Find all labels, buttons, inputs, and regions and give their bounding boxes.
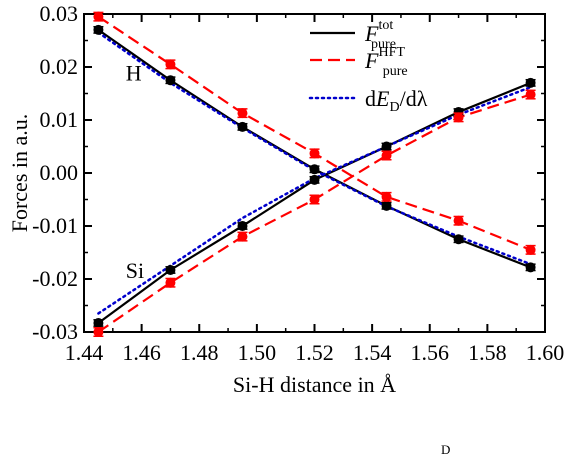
data-point-si-tot	[237, 221, 248, 231]
y-tick-label: 0.03	[40, 1, 79, 26]
data-point-h-tot	[453, 234, 464, 245]
data-point-si-hft	[525, 89, 536, 100]
data-point-h-tot	[93, 24, 104, 35]
series-layer	[97, 15, 532, 333]
x-tick-label: 1.46	[122, 340, 161, 365]
data-point-si-hft	[93, 327, 104, 337]
y-tick-label: 0.00	[40, 160, 79, 185]
data-point-h-hft	[93, 11, 104, 22]
x-tick-label: 1.44	[65, 340, 104, 365]
data-point-h-tot	[525, 262, 536, 273]
atom-label-h: H	[126, 60, 142, 85]
data-point-h-hft	[453, 215, 464, 226]
y-axis-title: Forces in a.u.	[7, 114, 32, 233]
tick-labels: 1.44 1.46 1.48 1.50 1.52 1.54 1.56 1.58 1.60 -0.0…	[32, 1, 564, 365]
data-point-si-tot	[165, 264, 176, 275]
data-point-h-hft	[165, 59, 176, 70]
y-tick-label: -0.01	[32, 213, 78, 238]
series-line-si-hft	[97, 93, 531, 333]
data-point-h-tot	[381, 200, 392, 211]
y-tick-label: 0.01	[40, 107, 79, 132]
x-axis-title: Si-H distance in Å	[233, 372, 396, 397]
data-point-si-hft	[165, 277, 176, 288]
x-tick-label: 1.58	[468, 340, 507, 365]
data-point-si-hft	[309, 194, 320, 205]
y-tick-label: 0.02	[40, 54, 79, 79]
data-point-si-hft	[381, 150, 392, 161]
data-point-h-hft	[381, 191, 392, 202]
points-layer	[93, 11, 536, 337]
legend-label-0: Ftot pure	[364, 18, 396, 52]
x-tick-label: 1.56	[411, 340, 450, 365]
stray-subscript-label: D	[441, 442, 451, 457]
data-point-si-tot	[381, 141, 392, 152]
data-point-si-tot	[93, 317, 104, 328]
y-tick-label: -0.02	[32, 266, 78, 291]
x-tick-label: 1.52	[295, 340, 334, 365]
x-tick-label: 1.54	[353, 340, 392, 365]
data-point-si-hft	[453, 112, 464, 123]
x-tick-label: 1.60	[526, 340, 565, 365]
data-point-h-tot	[165, 75, 176, 86]
y-tick-label: -0.03	[32, 319, 78, 344]
data-point-h-hft	[525, 244, 536, 255]
series-line-h-hft	[97, 15, 532, 251]
data-point-si-tot	[309, 174, 320, 185]
data-point-h-tot	[309, 164, 320, 175]
data-point-h-hft	[309, 148, 320, 159]
data-point-si-hft	[237, 231, 248, 242]
annotations: H Si	[126, 60, 144, 283]
atom-label-si: Si	[126, 258, 144, 283]
data-point-h-hft	[237, 108, 248, 119]
axes	[83, 13, 546, 333]
legend-label-1: FHFT pure	[364, 45, 408, 79]
series-line-h-ded	[97, 31, 532, 266]
x-tick-label: 1.50	[238, 340, 277, 365]
data-point-si-tot	[525, 77, 536, 88]
data-point-h-tot	[237, 121, 248, 132]
legend-label-2: dED/dλ	[365, 86, 428, 115]
x-tick-label: 1.48	[180, 340, 219, 365]
